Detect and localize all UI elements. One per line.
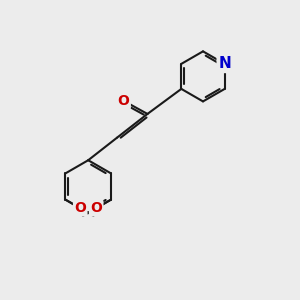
- Text: O: O: [117, 94, 129, 108]
- Text: O: O: [74, 201, 86, 215]
- Text: O: O: [90, 201, 102, 215]
- Text: N: N: [218, 56, 231, 71]
